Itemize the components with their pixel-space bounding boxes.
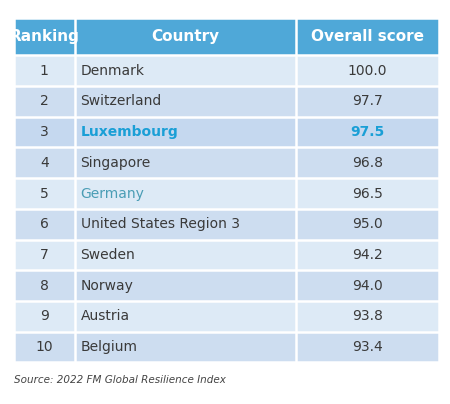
Bar bbox=[14, 332, 75, 362]
Text: 97.5: 97.5 bbox=[351, 125, 385, 139]
Bar bbox=[296, 209, 439, 240]
Bar bbox=[75, 18, 296, 55]
Bar bbox=[14, 86, 75, 117]
Bar bbox=[75, 332, 296, 362]
Text: 94.0: 94.0 bbox=[352, 279, 383, 292]
Text: Sweden: Sweden bbox=[81, 248, 135, 262]
Text: 100.0: 100.0 bbox=[348, 64, 387, 78]
Text: Source: 2022 FM Global Resilience Index: Source: 2022 FM Global Resilience Index bbox=[14, 375, 225, 385]
Bar bbox=[75, 147, 296, 178]
Bar bbox=[296, 240, 439, 270]
Text: Norway: Norway bbox=[81, 279, 134, 292]
Text: 8: 8 bbox=[40, 279, 49, 292]
Bar bbox=[75, 209, 296, 240]
Bar bbox=[14, 147, 75, 178]
Bar bbox=[296, 178, 439, 209]
Text: 9: 9 bbox=[40, 309, 49, 323]
Bar bbox=[296, 55, 439, 86]
Bar bbox=[296, 147, 439, 178]
Bar bbox=[14, 301, 75, 332]
Text: 93.8: 93.8 bbox=[352, 309, 383, 323]
Text: 5: 5 bbox=[40, 187, 49, 200]
Bar bbox=[296, 18, 439, 55]
Text: 4: 4 bbox=[40, 156, 49, 170]
Text: Luxembourg: Luxembourg bbox=[81, 125, 178, 139]
Bar bbox=[14, 270, 75, 301]
Bar bbox=[296, 301, 439, 332]
Bar bbox=[296, 270, 439, 301]
Bar bbox=[296, 332, 439, 362]
Text: 1: 1 bbox=[40, 64, 49, 78]
Bar bbox=[75, 55, 296, 86]
Text: Austria: Austria bbox=[81, 309, 130, 323]
Text: Country: Country bbox=[152, 29, 220, 44]
Text: United States Region 3: United States Region 3 bbox=[81, 217, 239, 231]
Bar bbox=[14, 18, 75, 55]
Text: Belgium: Belgium bbox=[81, 340, 138, 354]
Bar bbox=[14, 240, 75, 270]
Text: 97.7: 97.7 bbox=[352, 95, 383, 108]
Bar bbox=[75, 117, 296, 147]
Text: 3: 3 bbox=[40, 125, 49, 139]
Bar bbox=[14, 209, 75, 240]
Text: Overall score: Overall score bbox=[311, 29, 424, 44]
Bar bbox=[75, 240, 296, 270]
Bar bbox=[296, 117, 439, 147]
Text: Singapore: Singapore bbox=[81, 156, 151, 170]
Text: 2: 2 bbox=[40, 95, 49, 108]
Text: Ranking: Ranking bbox=[9, 29, 79, 44]
Bar bbox=[75, 86, 296, 117]
Text: 96.5: 96.5 bbox=[352, 187, 383, 200]
Bar bbox=[75, 178, 296, 209]
Text: 6: 6 bbox=[40, 217, 49, 231]
Text: 96.8: 96.8 bbox=[352, 156, 383, 170]
Text: 94.2: 94.2 bbox=[352, 248, 383, 262]
Text: Switzerland: Switzerland bbox=[81, 95, 162, 108]
Bar bbox=[14, 55, 75, 86]
Text: 7: 7 bbox=[40, 248, 49, 262]
Text: 93.4: 93.4 bbox=[352, 340, 383, 354]
Bar bbox=[75, 301, 296, 332]
Bar bbox=[14, 178, 75, 209]
Bar bbox=[296, 86, 439, 117]
Bar bbox=[75, 270, 296, 301]
Text: 10: 10 bbox=[36, 340, 53, 354]
Text: 95.0: 95.0 bbox=[352, 217, 383, 231]
Bar bbox=[14, 117, 75, 147]
Text: Germany: Germany bbox=[81, 187, 144, 200]
Text: Denmark: Denmark bbox=[81, 64, 144, 78]
